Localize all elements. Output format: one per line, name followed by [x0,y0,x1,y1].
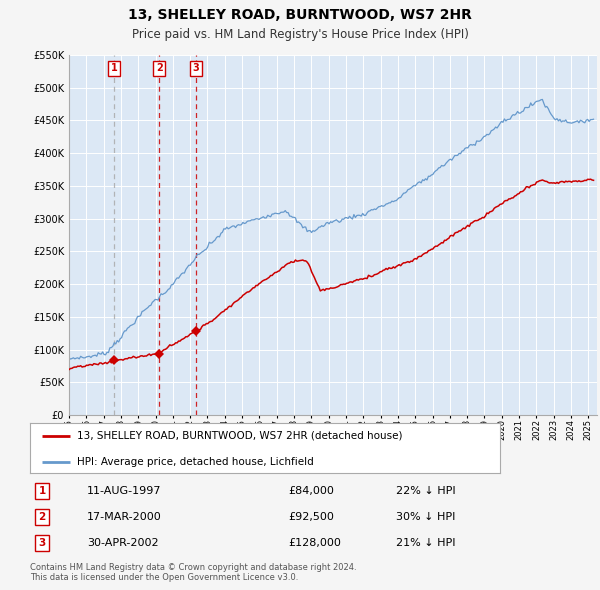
Text: 2: 2 [156,63,163,73]
Text: 13, SHELLEY ROAD, BURNTWOOD, WS7 2HR: 13, SHELLEY ROAD, BURNTWOOD, WS7 2HR [128,8,472,22]
Text: £84,000: £84,000 [288,486,334,496]
Text: 30% ↓ HPI: 30% ↓ HPI [396,512,455,522]
Text: 30-APR-2002: 30-APR-2002 [87,538,158,548]
Text: Price paid vs. HM Land Registry's House Price Index (HPI): Price paid vs. HM Land Registry's House … [131,28,469,41]
Text: 21% ↓ HPI: 21% ↓ HPI [396,538,455,548]
Text: 1: 1 [111,63,118,73]
Text: 17-MAR-2000: 17-MAR-2000 [87,512,162,522]
Text: 3: 3 [38,538,46,548]
Text: 2: 2 [38,512,46,522]
Text: 22% ↓ HPI: 22% ↓ HPI [396,486,455,496]
Text: HPI: Average price, detached house, Lichfield: HPI: Average price, detached house, Lich… [77,457,314,467]
Text: £128,000: £128,000 [288,538,341,548]
Text: 3: 3 [193,63,199,73]
Text: 13, SHELLEY ROAD, BURNTWOOD, WS7 2HR (detached house): 13, SHELLEY ROAD, BURNTWOOD, WS7 2HR (de… [77,431,403,441]
Text: 11-AUG-1997: 11-AUG-1997 [87,486,161,496]
Text: Contains HM Land Registry data © Crown copyright and database right 2024.
This d: Contains HM Land Registry data © Crown c… [30,563,356,582]
Text: 1: 1 [38,486,46,496]
Text: £92,500: £92,500 [288,512,334,522]
